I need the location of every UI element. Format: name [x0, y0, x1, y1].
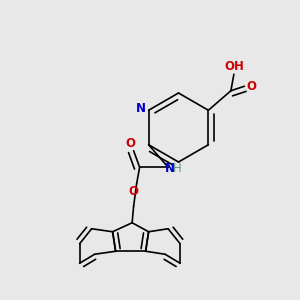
- Text: OH: OH: [224, 60, 244, 73]
- Text: O: O: [129, 185, 139, 198]
- Text: O: O: [126, 137, 136, 150]
- Text: O: O: [246, 80, 256, 93]
- Text: H: H: [173, 162, 182, 175]
- Text: N: N: [136, 102, 146, 115]
- Text: N: N: [165, 162, 175, 175]
